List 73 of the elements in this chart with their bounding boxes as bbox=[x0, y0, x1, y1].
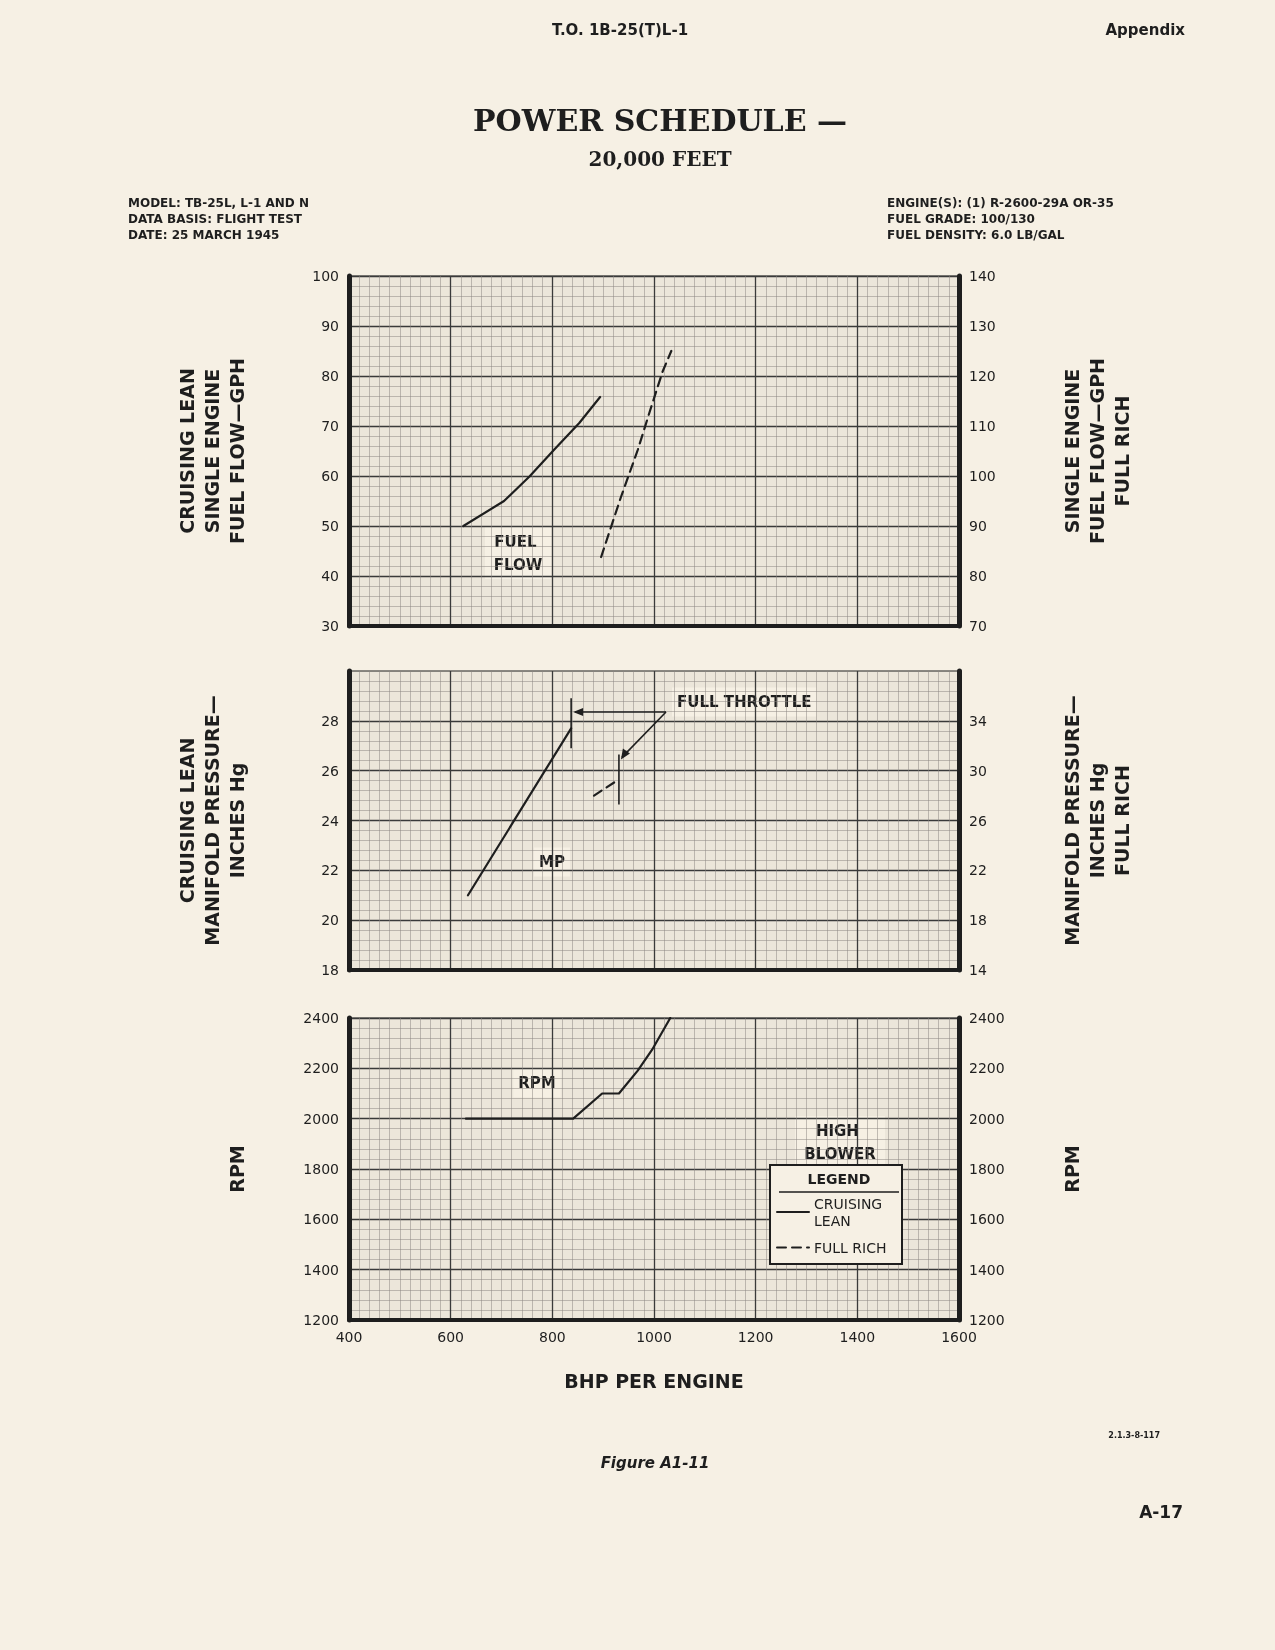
text: MODEL: TB-25L, L-1 AND N bbox=[128, 196, 309, 210]
y-axis-title: CRUISING LEAN MANIFOLD PRESSURE— INCHES Hg bbox=[175, 695, 248, 946]
y-tick-label: 1600 bbox=[303, 1211, 339, 1228]
text: Appendix bbox=[1105, 21, 1186, 39]
y-tick-label: 80 bbox=[321, 368, 339, 384]
annotation: FUEL FLOW bbox=[493, 532, 543, 574]
x-tick-label: 600 bbox=[437, 1329, 465, 1345]
caption: Figure A1-11 bbox=[600, 1454, 710, 1472]
chart-title: POWER SCHEDULE — bbox=[473, 102, 847, 138]
y2-tick-label: 1800 bbox=[969, 1161, 1005, 1177]
y2-tick-label: 34 bbox=[969, 712, 987, 729]
y2-tick-label: 26 bbox=[969, 812, 987, 829]
y-tick-label: 26 bbox=[321, 762, 340, 779]
y-tick-label: 50 bbox=[321, 518, 339, 534]
x-tick-label: 1000 bbox=[636, 1329, 672, 1345]
y2-tick-label: 120 bbox=[969, 368, 996, 384]
y-tick-label: 28 bbox=[321, 712, 339, 729]
y2-tick-label: 140 bbox=[969, 268, 996, 284]
y2-tick-label: 90 bbox=[969, 518, 987, 534]
y-tick-label: 20 bbox=[321, 912, 339, 929]
y2-tick-label: 1400 bbox=[969, 1261, 1005, 1278]
y-tick-label: 22 bbox=[321, 862, 339, 879]
y-tick-label: 2000 bbox=[303, 1110, 339, 1127]
y-tick-label: 90 bbox=[321, 318, 339, 334]
x-tick-label: 1400 bbox=[839, 1329, 876, 1345]
y-tick-label: 30 bbox=[321, 618, 339, 634]
y-tick-label: 1400 bbox=[303, 1261, 339, 1278]
text: RPM bbox=[225, 1145, 248, 1193]
y2-axis-title: MANIFOLD PRESSURE— INCHES Hg FULL RICH bbox=[1060, 695, 1133, 946]
y2-tick-label: 1200 bbox=[969, 1312, 1005, 1328]
y-tick-label: 1200 bbox=[303, 1312, 339, 1328]
y2-tick-label: 2400 bbox=[969, 1010, 1005, 1026]
y-axis-title: CRUISING LEAN SINGLE ENGINE FUEL FLOW—GPH bbox=[175, 357, 248, 545]
y-tick-label: 60 bbox=[321, 468, 339, 484]
text: FUEL DENSITY: 6.0 LB/GAL bbox=[887, 228, 1065, 242]
text: ENGINE(S): (1) R-2600-29A OR-35 bbox=[887, 196, 1114, 210]
text: DATE: 25 MARCH 1945 bbox=[128, 228, 280, 242]
y2-tick-label: 80 bbox=[969, 568, 987, 584]
y2-tick-label: 22 bbox=[969, 862, 987, 879]
y2-tick-label: 100 bbox=[969, 468, 996, 484]
x-tick-label: 1600 bbox=[941, 1329, 977, 1345]
y2-tick-label: 130 bbox=[969, 318, 996, 334]
y2-tick-label: 70 bbox=[969, 618, 987, 634]
y2-tick-label: 30 bbox=[969, 762, 987, 779]
y-tick-label: 100 bbox=[312, 268, 339, 284]
chart-subtitle: 20,000 FEET bbox=[588, 147, 732, 171]
y2-tick-label: 2000 bbox=[969, 1110, 1005, 1127]
x-axis-title: BHP PER ENGINE bbox=[564, 1369, 744, 1392]
legend-title: LEGEND bbox=[807, 1171, 871, 1187]
y-tick-label: 70 bbox=[321, 418, 339, 434]
text: T.O. 1B-25(T)L-1 bbox=[551, 21, 689, 39]
legend-label: FULL RICH bbox=[814, 1239, 887, 1256]
y2-tick-label: 110 bbox=[969, 418, 996, 434]
y-tick-label: 24 bbox=[321, 812, 340, 829]
x-tick-label: 400 bbox=[335, 1329, 363, 1345]
y2-tick-label: 2200 bbox=[969, 1060, 1005, 1077]
text: A-17 bbox=[1139, 1502, 1183, 1522]
y-tick-label: 2200 bbox=[303, 1060, 339, 1077]
text: 2.1.3-8-117 bbox=[1108, 1430, 1160, 1440]
y2-tick-label: 14 bbox=[969, 962, 987, 978]
y-tick-label: 18 bbox=[321, 962, 339, 978]
text: DATA BASIS: FLIGHT TEST bbox=[128, 212, 303, 226]
y-tick-label: 1800 bbox=[303, 1161, 339, 1177]
y2-tick-label: 18 bbox=[969, 912, 987, 929]
x-tick-label: 1200 bbox=[737, 1329, 774, 1345]
y2-tick-label: 1600 bbox=[969, 1211, 1005, 1228]
legend-label: CRUISING LEAN bbox=[814, 1195, 887, 1229]
x-tick-label: 800 bbox=[538, 1329, 566, 1345]
y2-axis-title: RPM bbox=[1060, 1145, 1083, 1193]
y-tick-label: 40 bbox=[321, 568, 339, 584]
y-tick-label: 2400 bbox=[303, 1010, 339, 1026]
text: FUEL GRADE: 100/130 bbox=[887, 212, 1035, 226]
y2-axis-title: SINGLE ENGINE FUEL FLOW—GPH FULL RICH bbox=[1060, 357, 1133, 545]
